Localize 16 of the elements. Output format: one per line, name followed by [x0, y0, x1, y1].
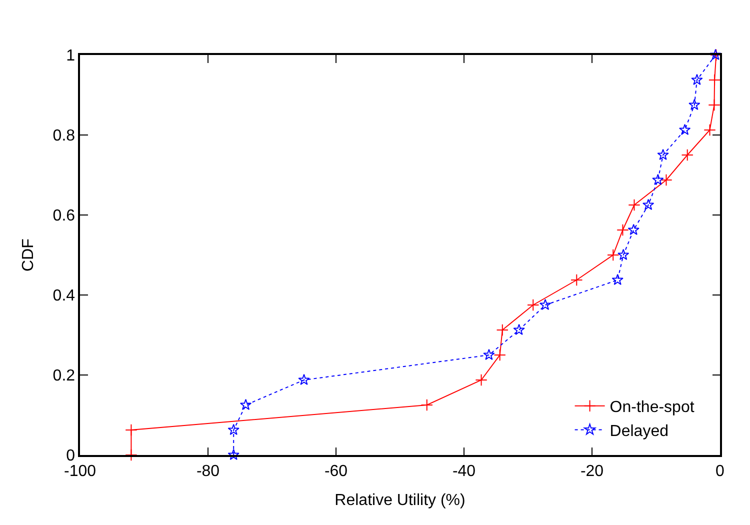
x-axis-title: Relative Utility (%): [334, 492, 466, 510]
y-tick-label: 0.4: [52, 288, 76, 305]
x-tick-label: 0: [716, 462, 725, 480]
y-tick-label: 1: [66, 48, 76, 65]
y-tick-label: 0.6: [52, 208, 76, 225]
x-tick-label: -60: [324, 462, 348, 480]
y-axis-title: CDF: [20, 238, 38, 272]
legend-label: Delayed: [610, 422, 669, 440]
x-tick-label: -20: [580, 462, 604, 480]
y-tick-label: 0.2: [52, 368, 76, 385]
x-tick-label: -80: [196, 462, 220, 480]
legend-label: On-the-spot: [610, 399, 695, 416]
y-tick-label: 0: [66, 448, 76, 465]
x-tick-label: -100: [64, 462, 96, 480]
y-tick-label: 0.8: [52, 128, 76, 145]
x-tick-label: -40: [452, 462, 476, 480]
